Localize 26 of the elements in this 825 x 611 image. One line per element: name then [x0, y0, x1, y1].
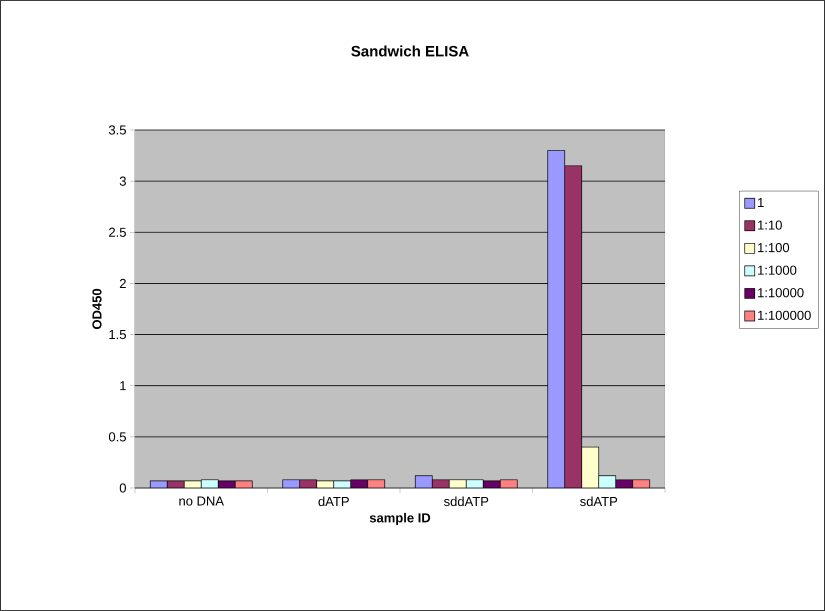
legend-label: 1:1000	[758, 266, 796, 275]
legend-label: 1:100000	[758, 310, 811, 320]
y-tick-label: 1	[120, 381, 126, 390]
bar	[581, 446, 600, 488]
bar	[415, 476, 432, 488]
y-tick-label: 1.5	[109, 330, 126, 340]
x-tick-label: sdATP	[580, 496, 618, 506]
y-tick-label: 2	[120, 278, 126, 288]
y-tick-label: 2.5	[109, 228, 126, 237]
legend-label: 1:10	[758, 220, 782, 230]
x-tick-label: dATP	[318, 496, 349, 506]
x-tick-label: sddATP	[444, 496, 488, 506]
x-tick-label: no DNA	[179, 496, 224, 506]
bar	[564, 165, 582, 488]
y-tick-label: 0	[120, 483, 126, 493]
y-tick-label: 3.5	[108, 125, 126, 135]
bar	[598, 475, 616, 488]
legend-label: 1:100	[758, 243, 790, 252]
y-tick-label: 3	[120, 176, 126, 186]
y-axis-title: OD450	[92, 288, 102, 330]
x-axis-title: sample ID	[370, 512, 430, 526]
y-tick-label: 0.5	[108, 432, 126, 442]
legend-label: 1:10000	[758, 288, 804, 298]
chart-title: Sandwich ELISA	[351, 45, 469, 56]
bar	[547, 150, 566, 488]
legend-label: 1	[758, 198, 764, 207]
